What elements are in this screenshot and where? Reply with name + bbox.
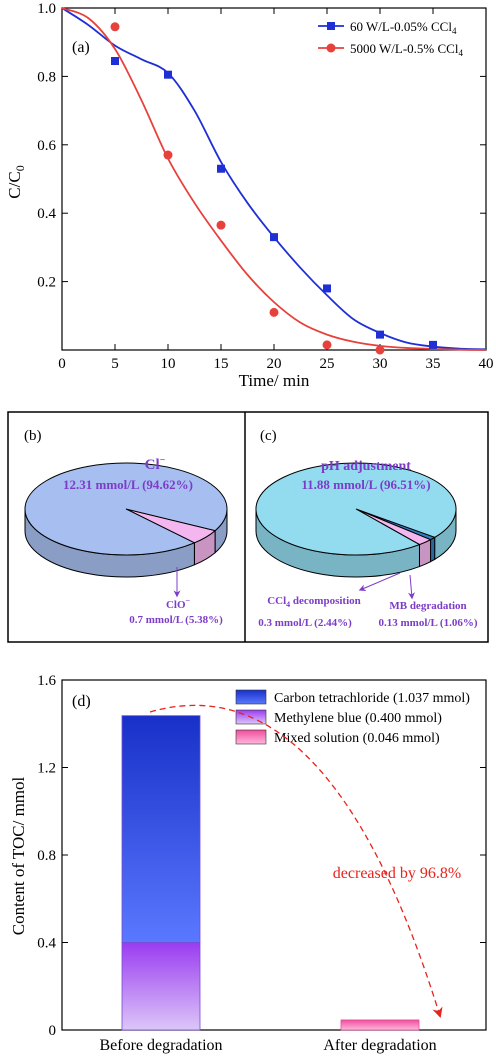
panel-a-fit-line-2 bbox=[61, 7, 487, 351]
panel-d-ytick-label: 0.4 bbox=[37, 936, 56, 952]
panel-a-xtick-label: 20 bbox=[267, 356, 282, 372]
panel-d-decrease-arrow bbox=[149, 704, 443, 1018]
panel-d-bar-chart: 0 0.4 0.8 1.2 1.6 (d) Content of TOC/ mmol B… bbox=[9, 673, 487, 1054]
pie-b-value-cl: 12.31 mmol/L (94.62%) bbox=[63, 477, 193, 492]
panel-a-xtick-label: 25 bbox=[320, 356, 335, 372]
panel-d-ylabel: Content of TOC/ mmol bbox=[9, 776, 28, 935]
pie-b-value-clo: 0.7 mmol/L (5.38%) bbox=[129, 614, 223, 626]
panel-d-bar-2-series-3 bbox=[340, 1019, 420, 1031]
panel-a-point-series-2 bbox=[375, 345, 385, 355]
panel-c-pie bbox=[255, 462, 457, 578]
panel-d-ytick-label: 0 bbox=[49, 1023, 57, 1039]
panel-a-point-series-1 bbox=[217, 164, 225, 173]
panel-a-fit-line-1 bbox=[61, 7, 487, 351]
panel-a-legend: 60 W/L-0.05% CCl4 5000 W/L-0.5% CCl4 bbox=[318, 19, 463, 58]
panel-d-ytick-label: 1.6 bbox=[37, 673, 56, 689]
pie-c-value-ccl4: 0.3 mmol/L (2.44%) bbox=[258, 617, 352, 629]
panel-d-ytick-label: 1.2 bbox=[37, 761, 56, 777]
panel-b-pie bbox=[24, 462, 228, 578]
pie-c-value-ph: 11.88 mmol/L (96.51%) bbox=[301, 477, 430, 492]
panel-a-point-series-2 bbox=[269, 307, 279, 317]
panel-bc-frame bbox=[7, 411, 489, 643]
panel-d-annotation: decreased by 96.8% bbox=[333, 865, 461, 882]
panel-d-legend-label: Carbon tetrachloride (1.037 mmol) bbox=[274, 691, 470, 706]
panel-bc-pies: (b) (c) Cl− 12.31 mmol/L (94.62%) ClO− 0… bbox=[7, 411, 489, 643]
panel-d-xtick-label: Before degradation bbox=[99, 1037, 222, 1054]
panel-d-legend: Carbon tetrachloride (1.037 mmol) Methyle… bbox=[235, 689, 470, 746]
panel-a-point-series-2 bbox=[322, 340, 332, 350]
panel-a-frame bbox=[61, 7, 487, 351]
panel-a-point-series-2 bbox=[216, 220, 226, 230]
panel-a-point-series-1 bbox=[429, 340, 437, 349]
panel-a-ytick-label: 1.0 bbox=[37, 1, 56, 17]
panel-a-point-series-1 bbox=[323, 284, 331, 293]
pie-b-label-clo: ClO− bbox=[166, 596, 191, 611]
panel-d-legend-swatch bbox=[235, 689, 267, 705]
panel-d-legend-swatch bbox=[235, 729, 267, 745]
panel-a-xtick-label: 35 bbox=[426, 356, 441, 372]
panel-a-ytick-label: 0.2 bbox=[37, 275, 56, 291]
panel-a-point-series-1 bbox=[111, 57, 119, 66]
panel-a-ylabel: C/C0 bbox=[5, 165, 27, 198]
pie-b-slice-2 bbox=[24, 462, 228, 556]
panel-a-legend-label: 60 W/L-0.05% CCl4 bbox=[350, 19, 457, 36]
pie-c-label-ccl4: CCl4 decomposition bbox=[267, 595, 361, 609]
panel-a-point-series-2 bbox=[110, 22, 120, 32]
panel-a-label: (a) bbox=[72, 39, 90, 56]
panel-a-ytick-label: 0.6 bbox=[37, 138, 56, 154]
panel-a-point-series-2 bbox=[163, 150, 173, 160]
panel-d-legend-label: Mixed solution (0.046 mmol) bbox=[274, 731, 440, 746]
panel-d-xtick-label: After degradation bbox=[323, 1037, 436, 1054]
panel-d-ytick-label: 0.8 bbox=[37, 848, 56, 864]
panel-a-ytick-label: 0.4 bbox=[37, 206, 56, 222]
panel-a-legend-label: 5000 W/L-0.5% CCl4 bbox=[350, 41, 463, 58]
panel-a-point-series-1 bbox=[164, 70, 172, 79]
panel-b-label: (b) bbox=[24, 428, 42, 444]
pie-c-value-mb: 0.13 mmol/L (1.06%) bbox=[379, 617, 478, 629]
panel-a-xtick-label: 0 bbox=[58, 356, 66, 372]
panel-a-xtick-label: 30 bbox=[373, 356, 388, 372]
panel-a-xtick-label: 10 bbox=[161, 356, 176, 372]
panel-a-legend-marker bbox=[326, 43, 336, 53]
panel-a-xtick-label: 5 bbox=[111, 356, 119, 372]
panel-a-xtick-label: 40 bbox=[479, 356, 494, 372]
svg-text:Content of TOC/ mmol: Content of TOC/ mmol bbox=[9, 776, 28, 935]
pie-c-label-ph: pH adjustment bbox=[321, 459, 411, 474]
pie-c-side-1 bbox=[430, 536, 436, 563]
panel-d-label: (d) bbox=[72, 693, 91, 710]
panel-a-line-chart: 0 5 10 15 20 25 30 35 40 0.2 0.4 0.6 0.8 1.0 (a) Time… bbox=[5, 1, 494, 390]
panel-d-bar-1-series-1 bbox=[121, 715, 201, 943]
panel-d-bar-1-series-2 bbox=[121, 942, 201, 1031]
panel-a-xlabel: Time/ min bbox=[239, 371, 310, 390]
pie-c-arrow-mb bbox=[408, 574, 416, 600]
panel-a-xtick-label: 15 bbox=[214, 356, 229, 372]
panel-a-ytick-label: 0.8 bbox=[37, 69, 56, 85]
pie-c-arrow-ccl4 bbox=[358, 572, 401, 592]
panel-a-point-series-1 bbox=[270, 233, 278, 242]
panel-a-point-series-1 bbox=[376, 330, 384, 339]
pie-c-slice-3 bbox=[255, 462, 457, 556]
panel-a-legend-marker bbox=[327, 22, 335, 30]
panel-c-label: (c) bbox=[260, 428, 277, 444]
panel-d-legend-label: Methylene blue (0.400 mmol) bbox=[274, 711, 442, 726]
pie-c-label-mb: MB degradation bbox=[389, 600, 466, 612]
svg-text:C/C0: C/C0 bbox=[5, 165, 27, 198]
pie-b-label-cl: Cl− bbox=[145, 455, 166, 473]
